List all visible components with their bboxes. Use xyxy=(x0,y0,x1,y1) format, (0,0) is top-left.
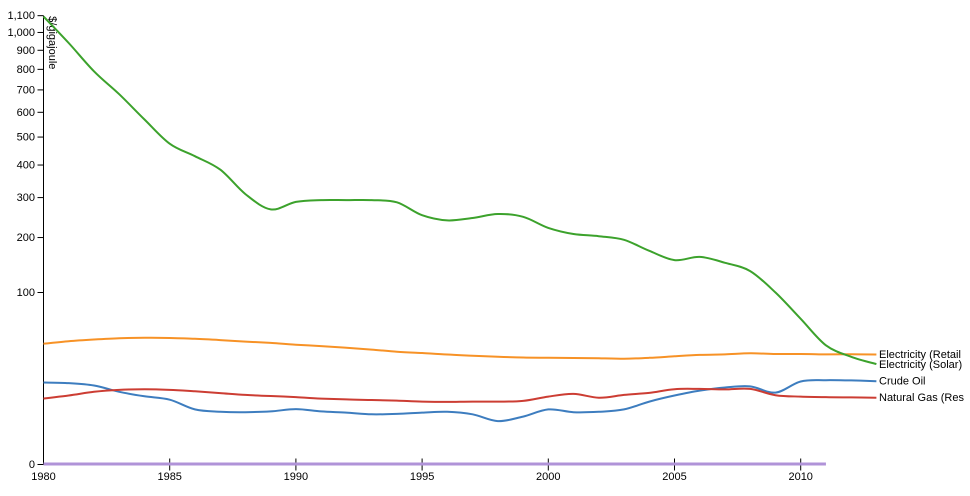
series-end-label-electricity-solar: Electricity (Solar) xyxy=(879,359,962,371)
y-tick-label: 800 xyxy=(17,64,35,76)
y-tick-label: 600 xyxy=(17,107,35,119)
y-tick-label: 300 xyxy=(17,192,35,204)
series-line-natural-gas-residential xyxy=(43,387,877,403)
x-tick-label: 1985 xyxy=(157,471,181,483)
y-tick-label: 200 xyxy=(17,232,35,244)
x-tick-label: 2010 xyxy=(788,471,812,483)
y-tick-label: 100 xyxy=(17,287,35,299)
x-tick-label: 2000 xyxy=(536,471,560,483)
x-tick-label: 1990 xyxy=(284,471,308,483)
y-tick-label: 900 xyxy=(17,45,35,57)
x-tick-label: 2005 xyxy=(662,471,686,483)
x-tick-label: 1995 xyxy=(410,471,434,483)
y-tick-label: 700 xyxy=(17,84,35,96)
y-tick-label: 400 xyxy=(17,160,35,172)
series-end-label-electricity-retail: Electricity (Retail xyxy=(879,349,961,361)
series-line-crude-oil xyxy=(43,379,877,423)
series-line-electricity-solar xyxy=(42,15,877,366)
y-tick-label: 0 xyxy=(29,459,35,471)
y-tick-label: 500 xyxy=(17,132,35,144)
series-line-electricity-retail xyxy=(43,336,877,360)
x-tick-label: 1980 xyxy=(31,471,55,483)
series-end-label-natural-gas-residential: Natural Gas (Res xyxy=(879,392,964,404)
y-tick-label: 1,100 xyxy=(7,10,35,22)
series-end-label-crude-oil: Crude Oil xyxy=(879,376,925,388)
y-tick-label: 1,000 xyxy=(7,27,35,39)
